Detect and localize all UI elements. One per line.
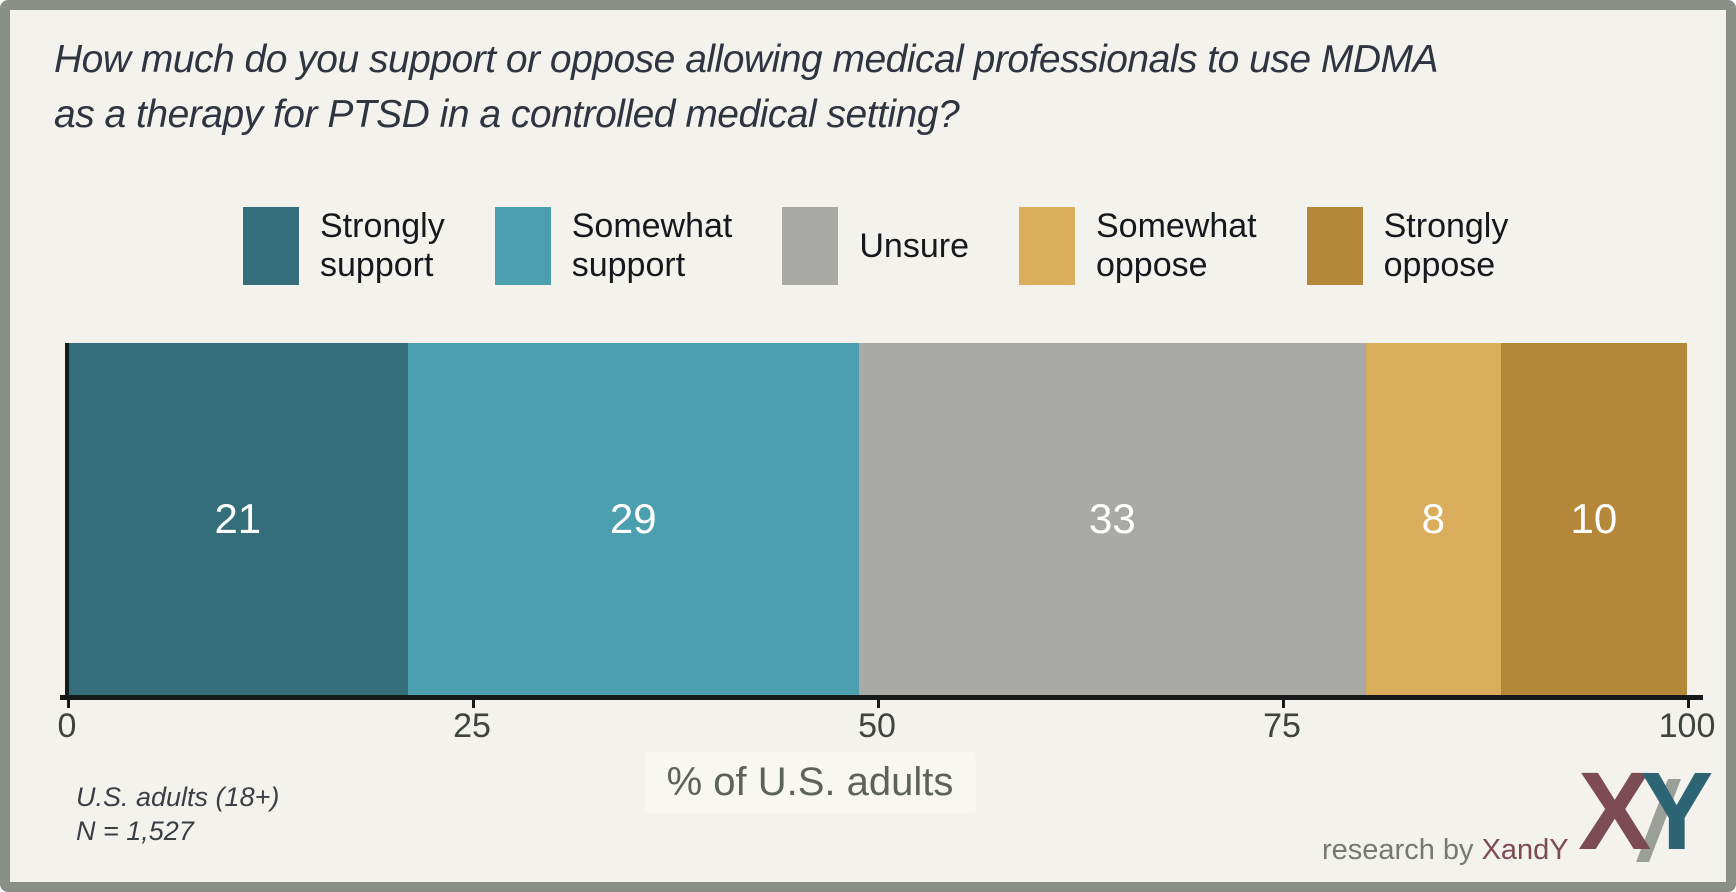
stacked-bar: 21 29 33 8 10: [68, 343, 1687, 695]
legend-swatch-strongly-oppose: [1306, 207, 1363, 285]
x-tick-label-75: 75: [1263, 707, 1301, 745]
legend-item-strongly-oppose: Strongly oppose: [1306, 207, 1509, 285]
legend-label-unsure: Unsure: [859, 226, 969, 265]
sample-footnote-line2: N = 1,527: [76, 816, 194, 846]
x-tick-label-100: 100: [1658, 707, 1716, 745]
legend-item-unsure: Unsure: [782, 207, 969, 285]
chart-title-line1: How much do you support or oppose allowi…: [54, 38, 1439, 81]
chart-title-line2: as a therapy for PTSD in a controlled me…: [54, 93, 960, 136]
legend-swatch-unsure: [782, 207, 839, 285]
bar-value-strongly-support: 21: [214, 495, 262, 542]
bar-segment-strongly-oppose: 10: [1500, 343, 1687, 695]
credit-brand: XandY: [1481, 834, 1569, 866]
legend-item-somewhat-support: Somewhat support: [494, 207, 733, 285]
bar-segment-strongly-support: 21: [68, 343, 408, 695]
credit-prefix: research by: [1322, 834, 1482, 866]
x-axis-title: % of U.S. adults: [644, 752, 976, 813]
y-axis-line: [65, 343, 69, 695]
bar-segment-somewhat-support: 29: [407, 343, 859, 695]
bar-segment-somewhat-oppose: 8: [1365, 343, 1501, 695]
legend-item-somewhat-oppose: Somewhat oppose: [1018, 207, 1257, 285]
credit-line: research by XandY: [1322, 834, 1569, 867]
x-tick-75: [1282, 695, 1285, 708]
bar-value-somewhat-support: 29: [609, 495, 657, 542]
logo-x-letter: X: [1578, 750, 1652, 873]
legend-label-somewhat-support: Somewhat support: [571, 207, 733, 284]
legend-label-strongly-oppose: Strongly oppose: [1383, 207, 1509, 284]
legend-item-strongly-support: Strongly support: [243, 207, 445, 285]
x-tick-label-50: 50: [858, 707, 896, 745]
x-tick-50: [877, 695, 880, 708]
chart-title: How much do you support or oppose allowi…: [54, 32, 1694, 142]
bar-value-strongly-oppose: 10: [1570, 495, 1618, 542]
bar-value-unsure: 33: [1088, 495, 1136, 542]
x-tick-label-25: 25: [453, 707, 491, 745]
legend: Strongly support Somewhat support Unsure…: [243, 207, 1508, 285]
sample-footnote: U.S. adults (18+) N = 1,527: [76, 780, 279, 848]
legend-label-strongly-support: Strongly support: [320, 207, 445, 284]
bar-segment-unsure: 33: [858, 343, 1366, 695]
x-tick-0: [67, 695, 70, 708]
bar-value-somewhat-oppose: 8: [1421, 495, 1445, 542]
legend-swatch-somewhat-support: [494, 207, 551, 285]
legend-swatch-somewhat-oppose: [1018, 207, 1075, 285]
x-axis-line: [60, 695, 1703, 700]
x-tick-100: [1687, 695, 1690, 708]
logo-y-letter: Y: [1640, 750, 1714, 873]
x-tick-25: [472, 695, 475, 708]
xandy-logo-icon: X Y: [1578, 757, 1718, 867]
x-tick-label-0: 0: [57, 707, 77, 745]
legend-label-somewhat-oppose: Somewhat oppose: [1095, 207, 1257, 284]
legend-swatch-strongly-support: [243, 207, 299, 285]
sample-footnote-line1: U.S. adults (18+): [76, 782, 280, 812]
